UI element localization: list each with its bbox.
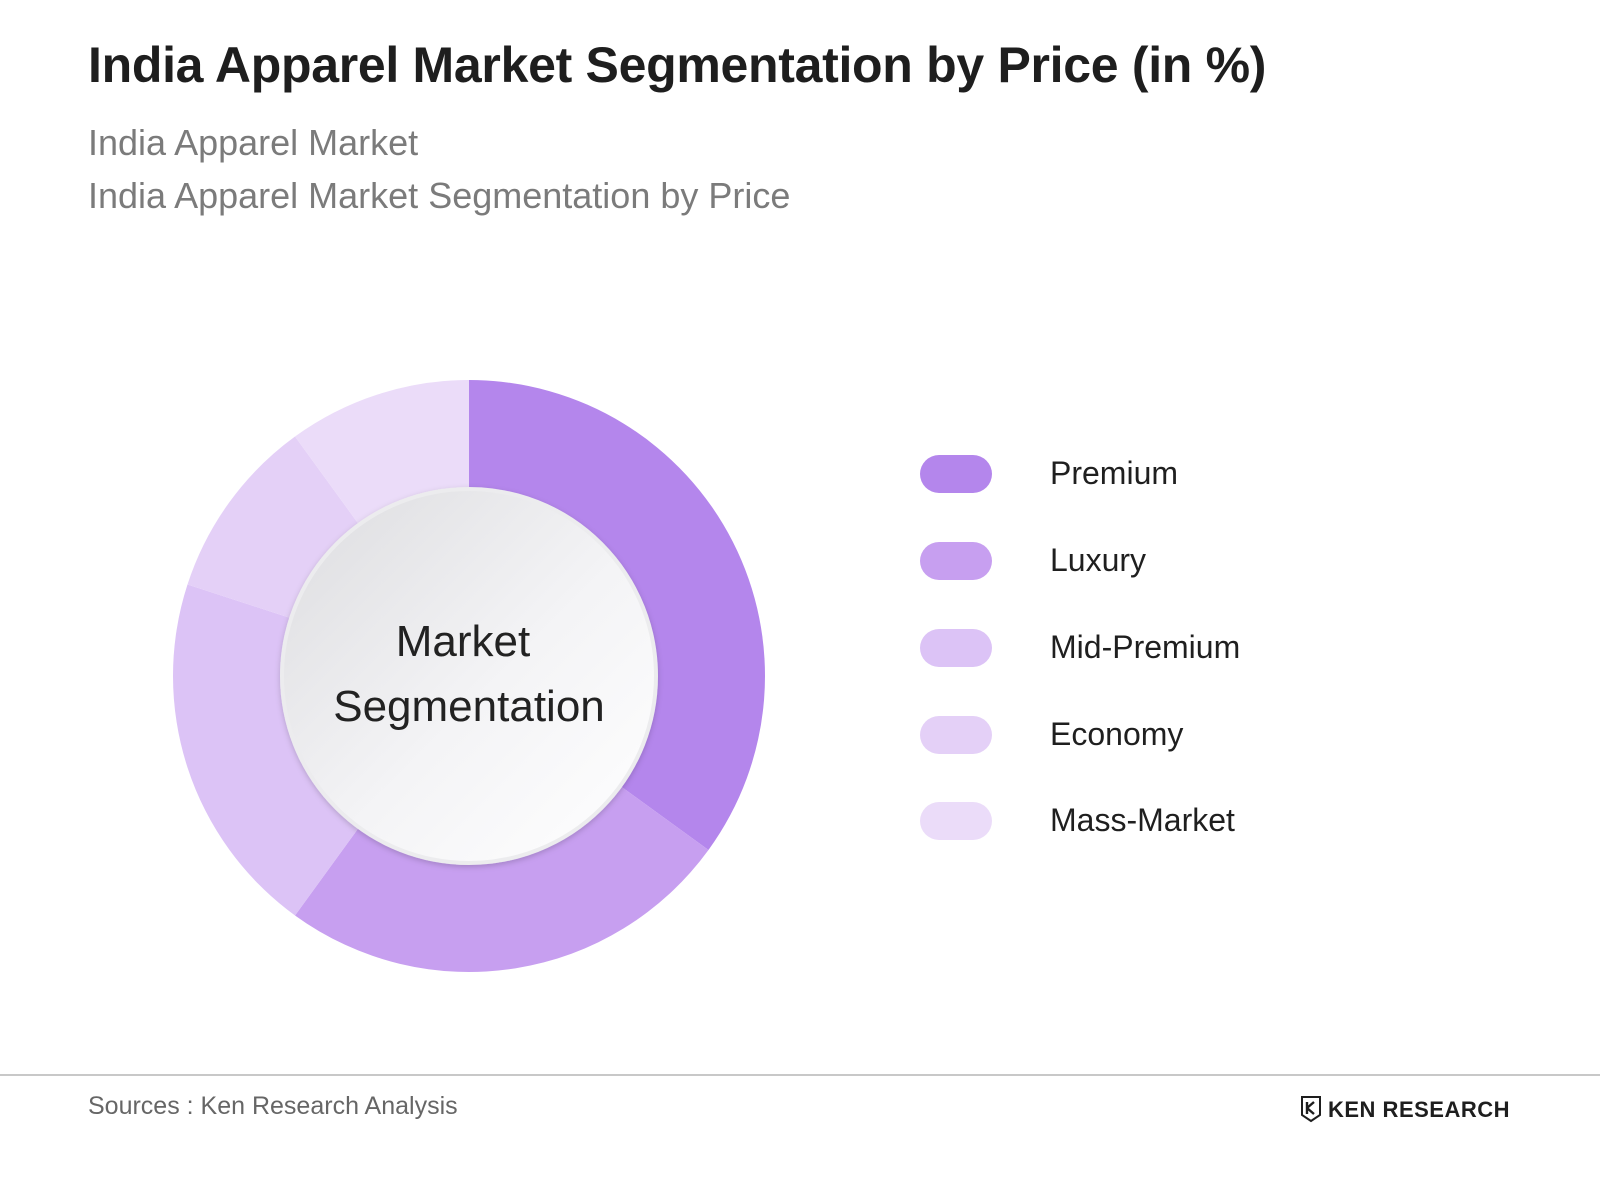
chart-subtitle-market: India Apparel Market — [88, 122, 419, 163]
logo-text: KEN RESEARCH — [1328, 1097, 1511, 1122]
donut-slice-mass-market — [295, 380, 469, 528]
legend-item-mass-market: Mass-Market — [920, 802, 1320, 840]
legend-item-premium: Premium — [920, 455, 1320, 493]
donut-slice-mid-premium — [172, 584, 362, 916]
donut-center — [280, 487, 658, 865]
ken-research-logo: KEN RESEARCH — [1300, 1093, 1520, 1127]
legend-item-economy: Economy — [920, 716, 1320, 754]
legend-swatch-premium — [920, 455, 992, 493]
legend-label-luxury: Luxury — [1050, 542, 1147, 578]
donut-slice-premium — [469, 380, 765, 850]
chart-title: India Apparel Market Segmentation by Pri… — [88, 37, 1267, 93]
center-label-line-2: Segmentation — [333, 682, 605, 731]
ken-research-logo-icon — [1301, 1096, 1321, 1123]
legend-label-premium: Premium — [1050, 455, 1179, 491]
legend-item-luxury: Luxury — [920, 542, 1320, 580]
donut-slice-economy — [187, 436, 362, 620]
legend-swatch-mid-premium — [920, 629, 992, 667]
legend-swatch-mass-market — [920, 802, 992, 840]
legend-label-mass-market: Mass-Market — [1050, 802, 1235, 838]
legend-label-economy: Economy — [1050, 716, 1184, 752]
legend-swatch-luxury — [920, 542, 992, 580]
legend-label-mid-premium: Mid-Premium — [1050, 629, 1241, 665]
sources-note: Sources : Ken Research Analysis — [88, 1092, 458, 1120]
legend-item-mid-premium: Mid-Premium — [920, 629, 1320, 667]
donut-slices — [172, 380, 765, 972]
chart-subtitle-segmentation: India Apparel Market Segmentation by Pri… — [88, 175, 791, 216]
center-label-line-1: Market — [396, 617, 530, 666]
legend-swatch-economy — [920, 716, 992, 754]
donut-slice-luxury — [295, 783, 709, 972]
footer-divider — [0, 1074, 1600, 1076]
